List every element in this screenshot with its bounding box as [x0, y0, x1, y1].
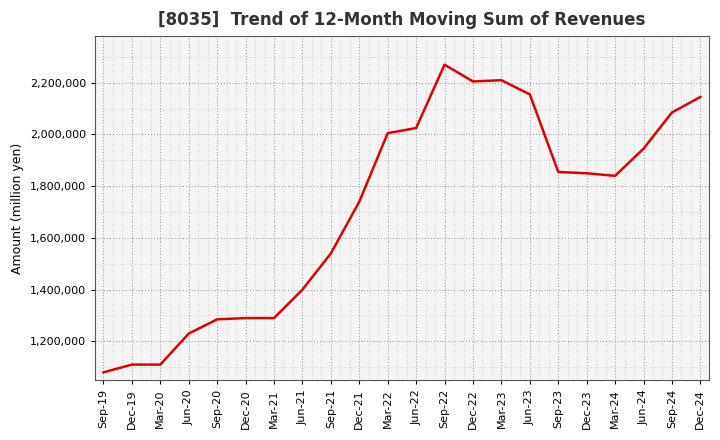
Y-axis label: Amount (million yen): Amount (million yen)	[11, 143, 24, 274]
Title: [8035]  Trend of 12-Month Moving Sum of Revenues: [8035] Trend of 12-Month Moving Sum of R…	[158, 11, 646, 29]
